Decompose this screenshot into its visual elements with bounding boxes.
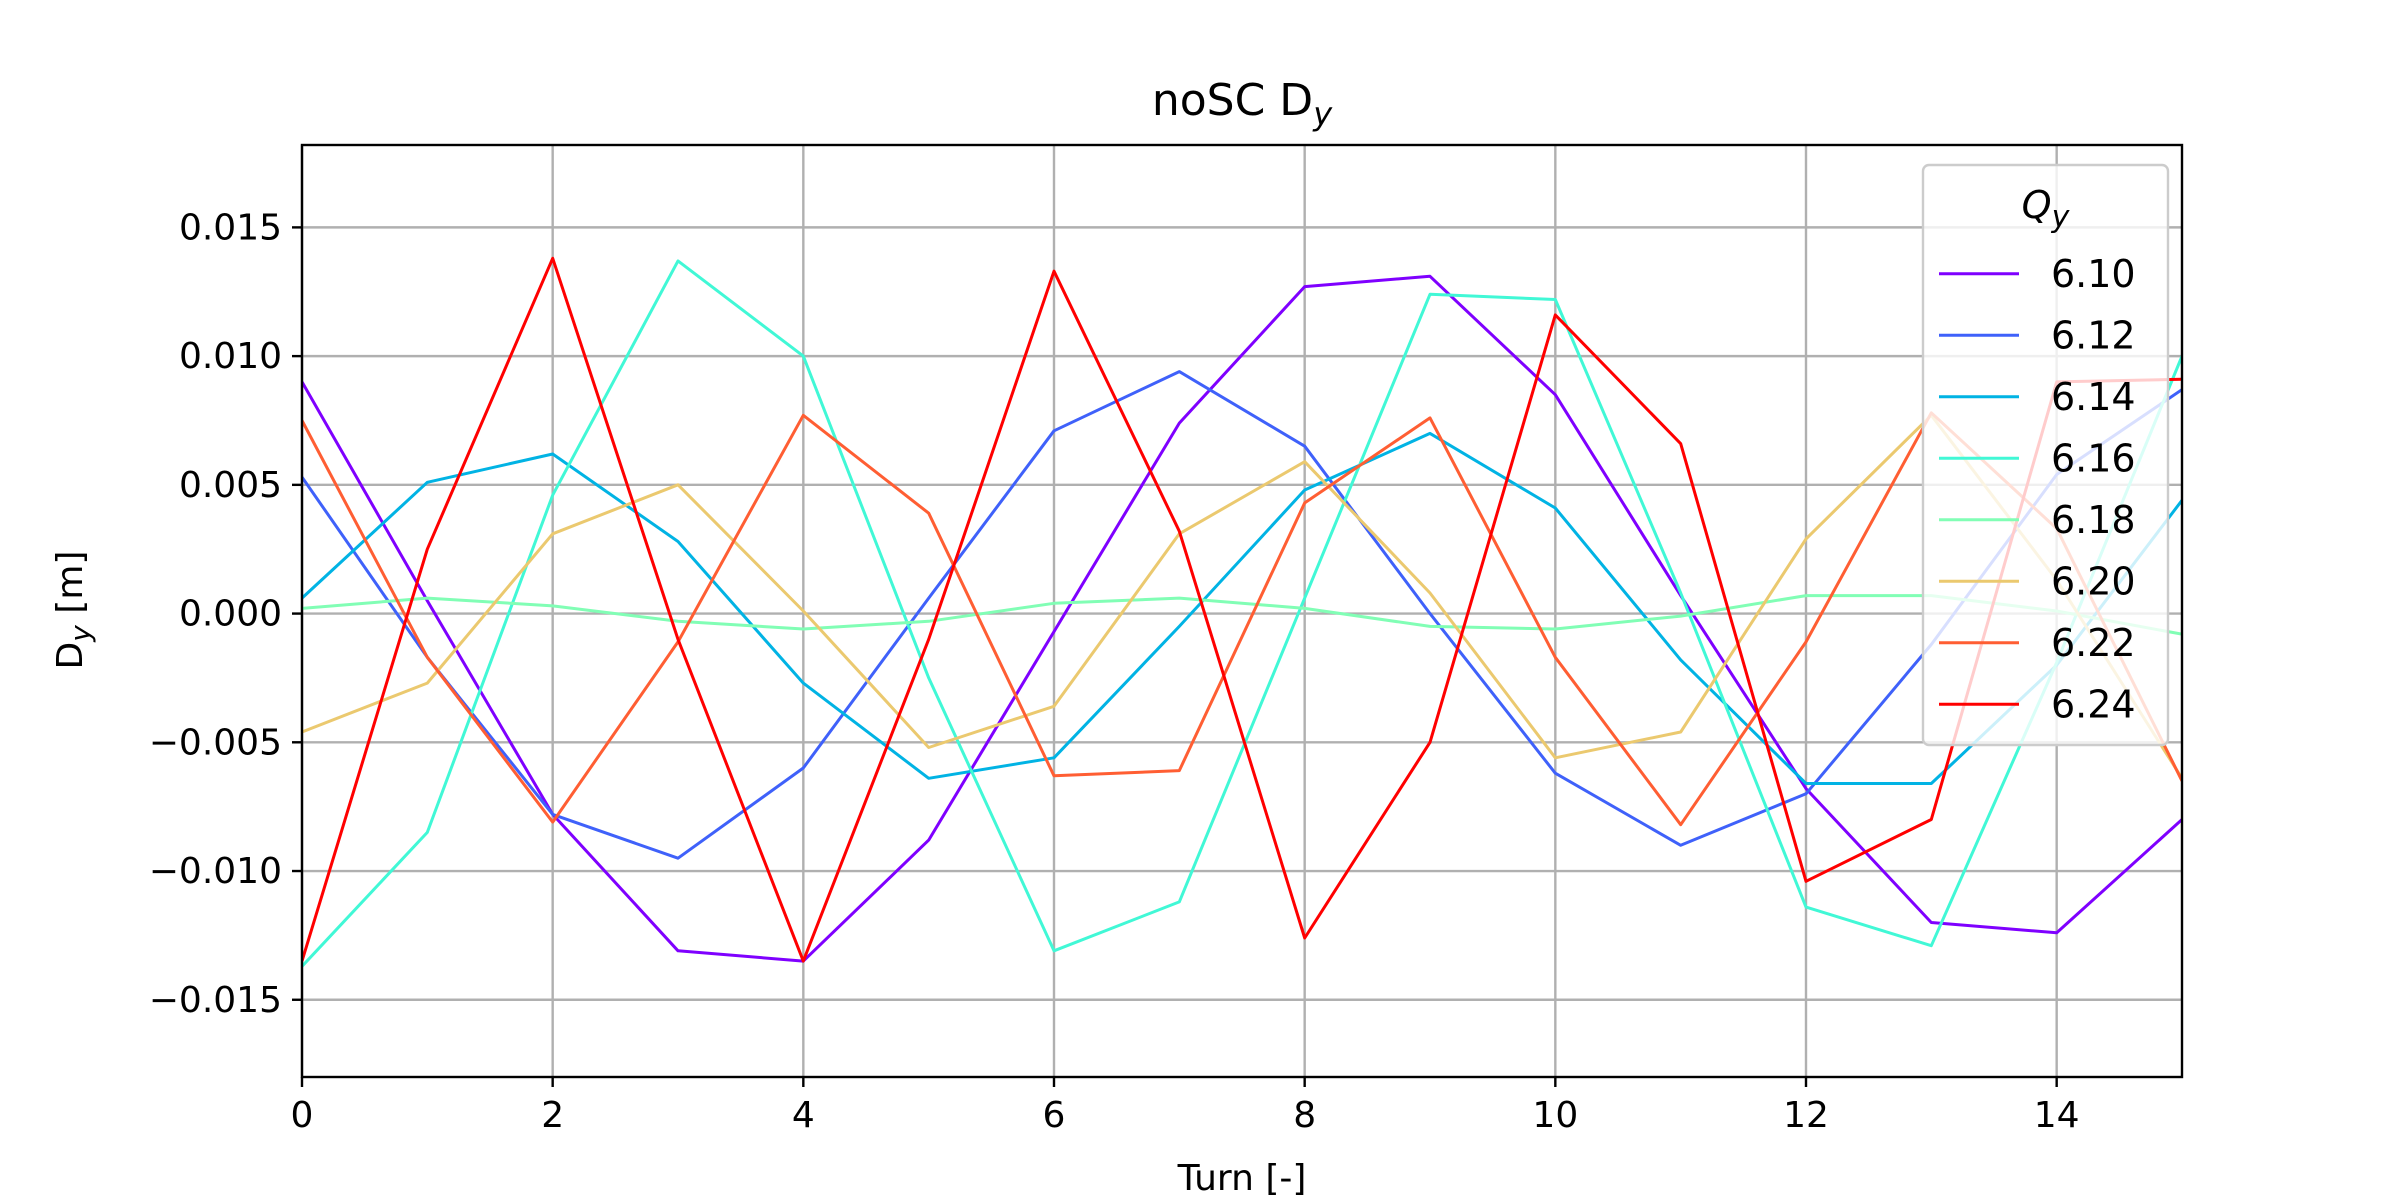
series-line-6.22 — [302, 411, 2182, 827]
legend-label-6.18: 6.18 — [2051, 498, 2136, 542]
series-layer — [302, 256, 2182, 968]
axis-ticks: 0 2 4 6 8 10 12 14 0.015 0.010 0.005 0.000 −0.005 −0.… — [149, 207, 2080, 1136]
y-tick-label: −0.010 — [149, 851, 282, 892]
y-axis-label: Dy [m] — [50, 551, 97, 670]
series-line-6.10 — [302, 274, 2182, 963]
y-tick-label: 0.015 — [179, 207, 282, 248]
legend-entries: 6.10 6.12 6.14 6.16 6.18 6.20 6.22 6.24 — [1939, 252, 2136, 726]
legend-box — [1921, 163, 2170, 747]
y-axis-label-subscript: y — [64, 625, 97, 643]
y-tick-label: 0.010 — [179, 336, 282, 377]
legend-label-6.22: 6.22 — [2051, 621, 2136, 665]
legend: Qy 6.10 6.12 6.14 6.16 6.18 6.20 6.22 6.24 — [1921, 163, 2170, 747]
x-tick-label: 2 — [541, 1095, 564, 1136]
y-tick-label: 0.005 — [179, 465, 282, 506]
x-tick-label: 0 — [291, 1095, 314, 1136]
series-line-6.24 — [302, 256, 2182, 963]
series-line-6.18 — [302, 594, 2182, 636]
legend-label-6.20: 6.20 — [2051, 559, 2136, 603]
y-axis-label-unit: [m] — [50, 551, 91, 626]
axes-frame — [300, 143, 2184, 1079]
chart-title: noSC Dy — [1152, 75, 1333, 133]
legend-label-6.14: 6.14 — [2051, 375, 2136, 419]
legend-label-6.24: 6.24 — [2051, 682, 2136, 726]
legend-label-6.12: 6.12 — [2051, 313, 2136, 357]
x-tick-label: 12 — [1783, 1095, 1829, 1136]
series-line-6.20 — [302, 413, 2182, 780]
y-tick-label: 0.000 — [179, 594, 282, 635]
x-axis-label: Turn [-] — [1177, 1158, 1307, 1199]
x-tick-label: 14 — [2034, 1095, 2080, 1136]
series-line-6.14 — [302, 431, 2182, 785]
x-tick-label: 4 — [792, 1095, 815, 1136]
series-line-6.12 — [302, 370, 2182, 860]
chart-title-main: noSC D — [1152, 75, 1313, 126]
legend-label-6.16: 6.16 — [2051, 436, 2136, 480]
x-tick-label: 6 — [1043, 1095, 1066, 1136]
x-tick-label: 8 — [1293, 1095, 1316, 1136]
y-tick-label: −0.015 — [149, 980, 282, 1021]
y-axis-label-main: D — [50, 642, 91, 670]
legend-label-6.10: 6.10 — [2051, 252, 2136, 296]
legend-title: Qy — [2022, 183, 2071, 235]
series-line-6.16 — [302, 259, 2182, 968]
x-tick-label: 10 — [1532, 1095, 1578, 1136]
legend-title-subscript: y — [2051, 200, 2071, 235]
legend-title-main: Q — [2022, 183, 2052, 227]
y-tick-label: −0.005 — [149, 722, 282, 763]
chart-title-subscript: y — [1312, 95, 1333, 133]
